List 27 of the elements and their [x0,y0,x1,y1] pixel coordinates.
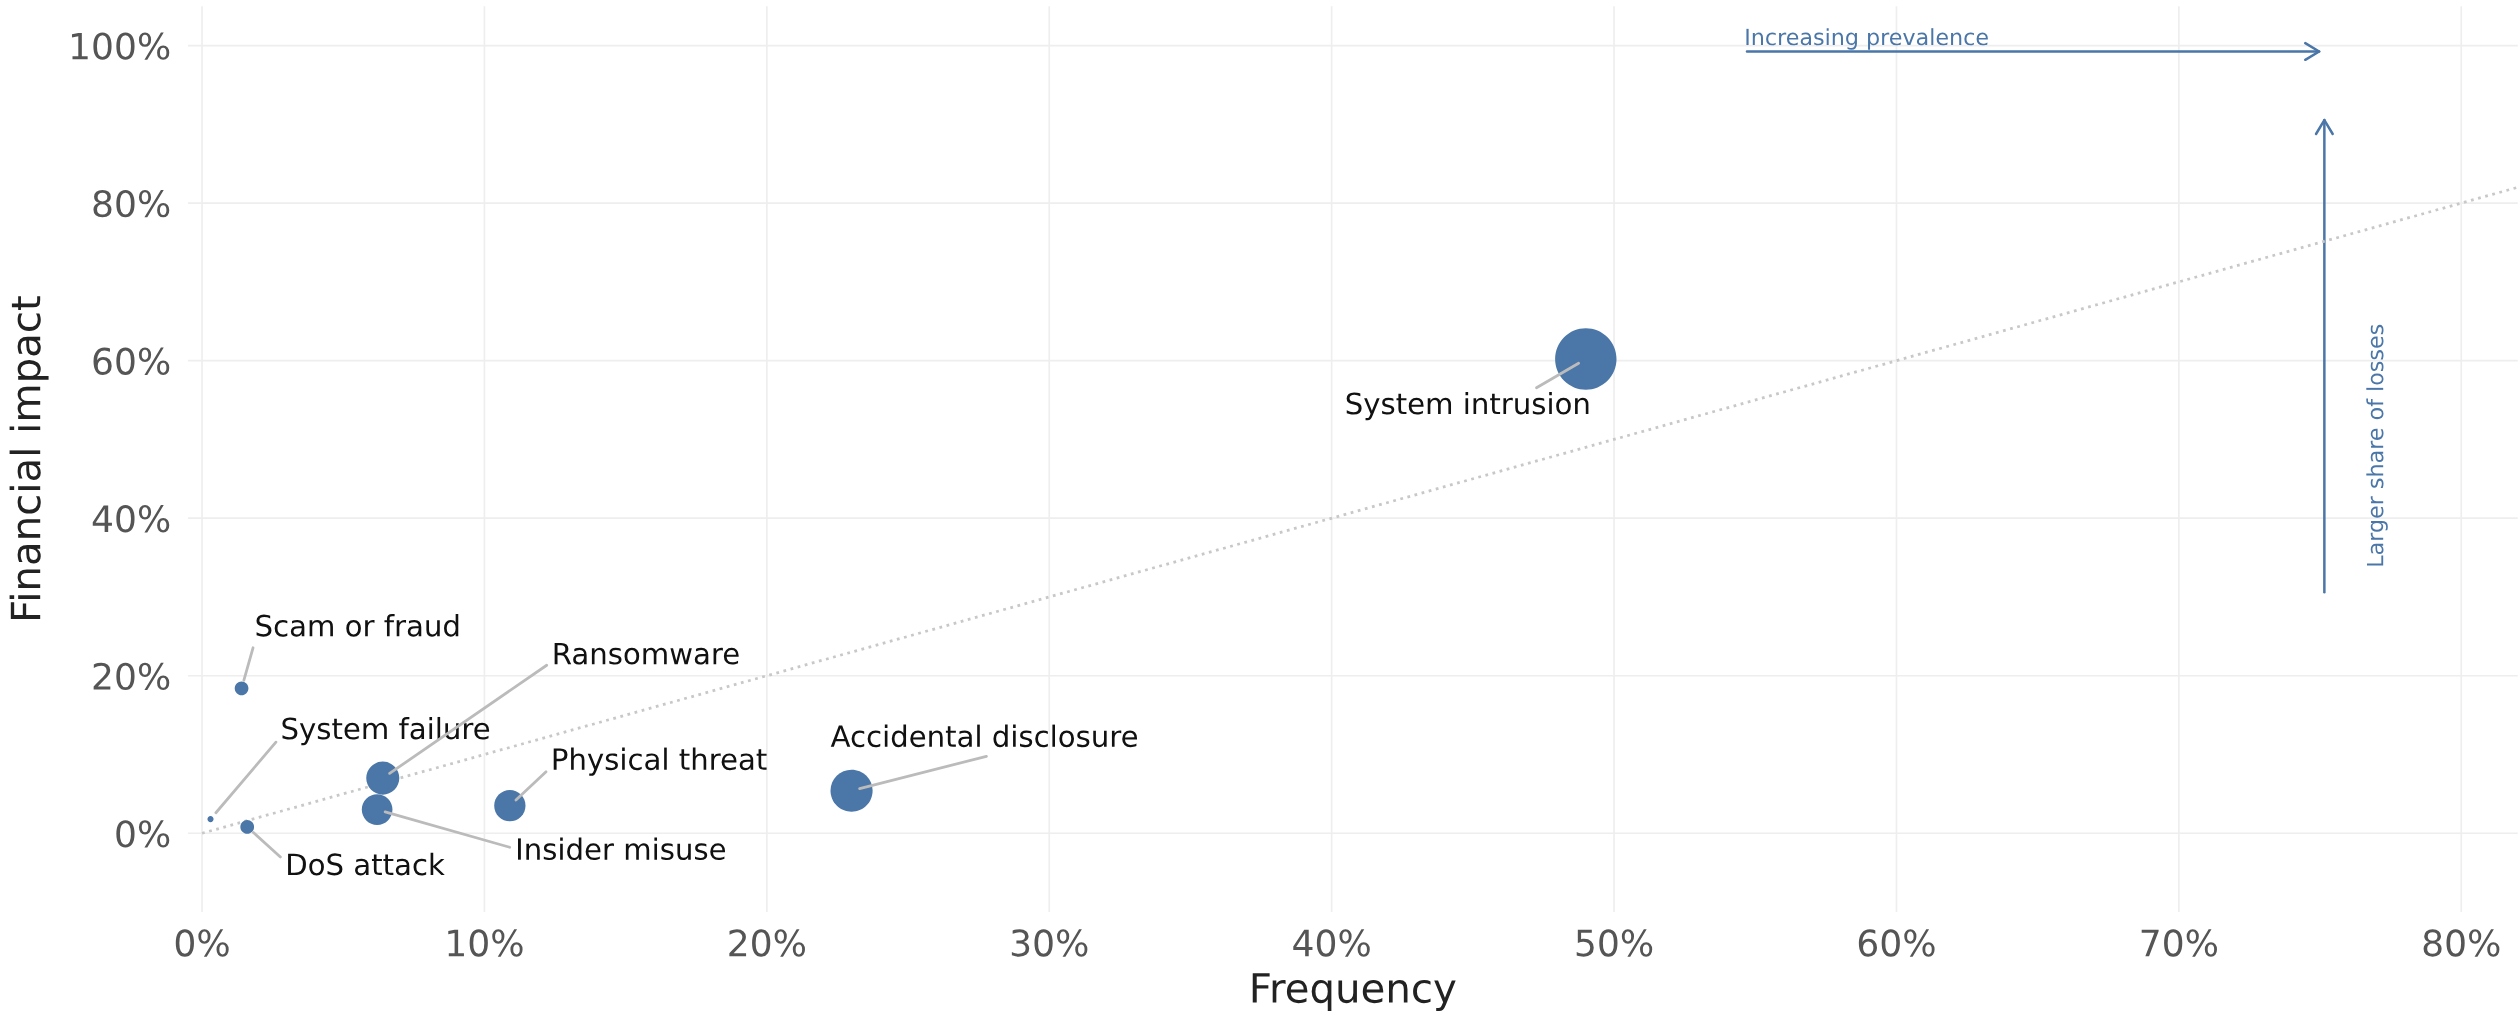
y-axis-title: Financial impact [9,296,49,620]
annotation: Accidental disclosure [830,724,1138,748]
y-tick-label: 80% [93,190,170,218]
x-tick-label: 0% [175,929,229,957]
x-axis-title: Frequency [1252,973,1456,1011]
x-tick-label: 10% [448,929,523,957]
y-tick-label: 60% [93,347,170,375]
annotation: Scam or fraud [256,614,459,637]
annotation: Ransomware [554,642,739,665]
x-tick-label: 30% [1011,929,1088,957]
x-tick-label: 40% [1293,929,1370,957]
y-tick-label: 100% [71,32,170,60]
annotation: Physical threat [553,747,767,776]
x-tick-label: 80% [2423,929,2500,957]
y-tick-label: 20% [93,662,170,690]
annotation: Insider misuse [517,837,726,861]
y-tick-label: 40% [92,505,170,533]
annotation: DoS attack [288,852,445,876]
x-tick-label: 70% [2141,929,2217,957]
y-tick-label: 0% [116,820,170,848]
annotation: Increasing prevalence [1746,28,1988,50]
annotation: System failure [282,716,490,746]
x-tick-label: 50% [1576,929,1653,957]
x-tick-label: 20% [729,929,805,957]
x-tick-label: 60% [1858,929,1935,957]
annotation: Larger share of losses [2366,324,2388,566]
annotation: System intrusion [1346,391,1589,421]
